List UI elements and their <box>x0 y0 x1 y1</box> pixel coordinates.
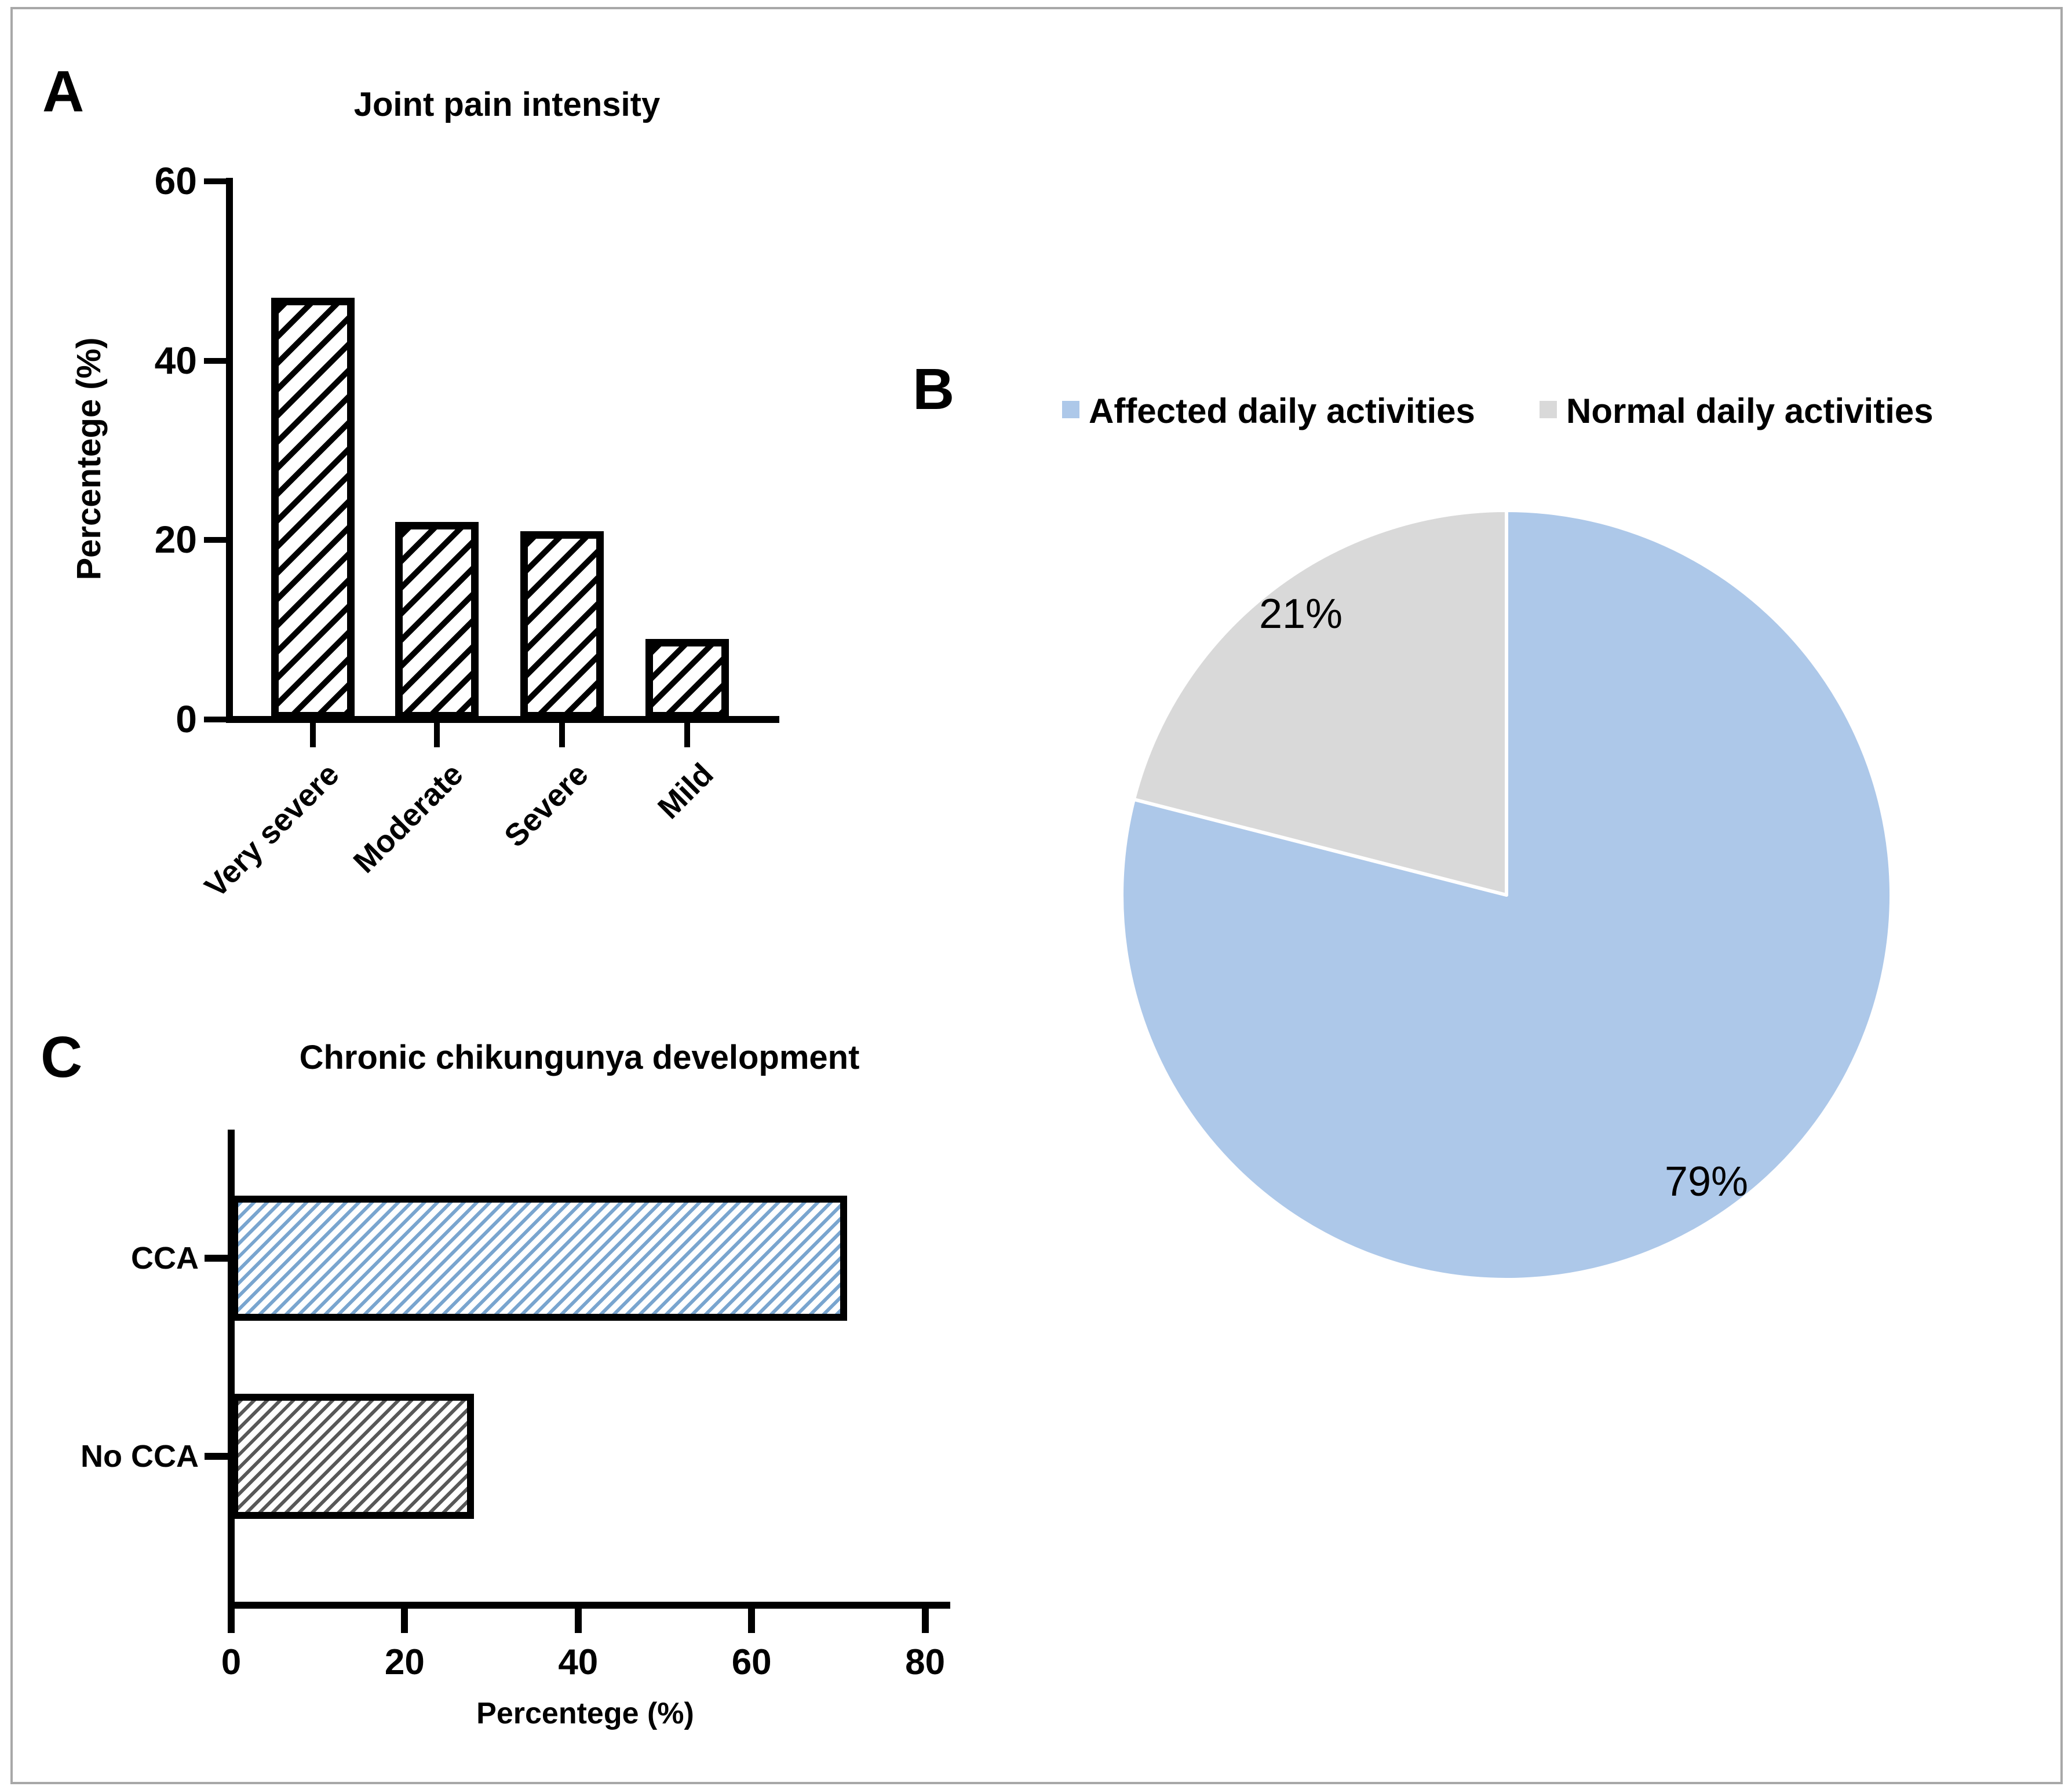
chart-a-title: Joint pain intensity <box>353 86 661 123</box>
x-tick <box>310 723 316 747</box>
y-axis-line <box>228 1130 235 1609</box>
panel-c-label: C <box>41 1025 83 1090</box>
y-tick-label: 60 <box>154 159 197 203</box>
x-tick <box>434 723 440 747</box>
y-tick <box>204 357 226 364</box>
panel-a-label: A <box>42 59 85 124</box>
bar <box>520 531 604 719</box>
x-tick-label: 0 <box>221 1642 242 1682</box>
category-tick <box>205 1453 228 1460</box>
category-tick <box>205 1255 228 1262</box>
pie-slice-value-label: 21% <box>1258 591 1343 637</box>
y-tick-label: 0 <box>176 697 197 740</box>
legend-label: Normal daily activities <box>1566 392 1934 430</box>
x-tick <box>401 1609 408 1633</box>
x-tick <box>574 1609 582 1633</box>
x-tick-label: 60 <box>731 1642 772 1682</box>
bar <box>231 1394 475 1519</box>
chart-c-x-axis-label: Percentege (%) <box>476 1697 694 1730</box>
y-tick <box>204 537 226 543</box>
chart-a-y-axis-label: Percentege (%) <box>70 337 108 580</box>
chart-c-title: Chronic chikungunya development <box>299 1039 860 1076</box>
category-label: No CCA <box>81 1439 199 1474</box>
x-tick <box>748 1609 756 1633</box>
x-tick <box>559 723 565 747</box>
legend-swatch-gray-icon <box>1540 401 1557 418</box>
bar <box>645 638 729 719</box>
bar <box>231 1196 847 1321</box>
x-tick-label: 80 <box>905 1642 946 1682</box>
x-tick-label: 40 <box>558 1642 599 1682</box>
y-tick-label: 40 <box>154 338 197 382</box>
legend-item-affected: Affected daily activities <box>1062 394 1475 429</box>
bar <box>395 522 479 719</box>
legend-label: Affected daily activities <box>1089 392 1475 430</box>
y-tick <box>204 717 226 722</box>
x-axis-line <box>228 1602 950 1609</box>
pie-slice-value-label: 79% <box>1664 1159 1749 1205</box>
category-label: CCA <box>131 1241 199 1276</box>
pie-chart <box>1120 509 1894 1281</box>
panel-b-label: B <box>913 357 955 422</box>
x-tick-label: 20 <box>384 1642 425 1682</box>
x-tick <box>228 1609 235 1633</box>
x-axis-line <box>226 716 779 723</box>
x-tick <box>684 723 690 747</box>
y-tick <box>204 178 226 185</box>
y-tick-label: 20 <box>154 518 197 561</box>
pie-slice <box>1132 509 1508 897</box>
legend-swatch-blue-icon <box>1062 401 1079 418</box>
y-axis-line <box>226 178 233 723</box>
bar <box>271 298 355 719</box>
legend-item-normal: Normal daily activities <box>1540 394 1934 429</box>
x-tick <box>921 1609 929 1633</box>
